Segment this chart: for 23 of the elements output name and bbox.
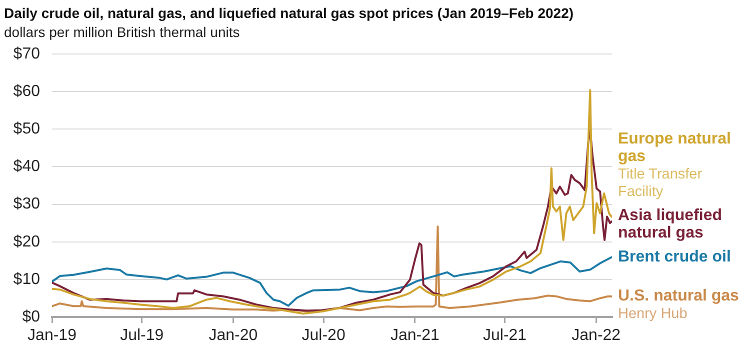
x-tick-label: Jul-20 [302,327,346,344]
x-tick-label: Jul-21 [482,327,527,344]
chart-title: Daily crude oil, natural gas, and liquefied natural gas spot prices (Jan 2019–Feb 2022) [4,4,574,22]
y-tick-label: $40 [13,158,40,176]
y-tick-label: $10 [13,270,40,288]
chart-subtitle: dollars per million British thermal units [4,23,240,41]
x-tick-label: Jan-22 [572,327,621,344]
annotation: Henry Hub [618,306,688,322]
x-tick-label: Jan-20 [208,327,258,344]
x-tick-label: Jul-19 [120,327,164,344]
annotation: Title Transfer Facility [618,166,702,200]
y-tick-label: $50 [13,120,40,138]
y-tick-label: $20 [13,233,40,250]
series-label: Asia liquefied natural gas [618,207,722,242]
series-label: Europe natural gas [618,130,731,166]
y-tick-label: $60 [13,82,40,100]
y-tick-label: $70 [13,45,40,62]
series-label: Brent crude oil [618,248,731,266]
series-label: U.S. natural gas [618,288,740,305]
x-tick-label: Jan-19 [28,327,77,344]
y-tick-label: $30 [13,196,40,213]
x-tick-label: Jan-21 [390,327,440,344]
y-tick-label: $0 [22,308,40,326]
